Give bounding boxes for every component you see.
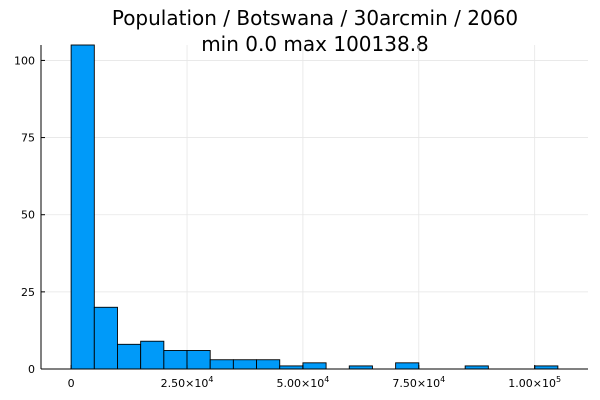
- histogram-bar: [93, 306, 118, 370]
- histogram-bar: [232, 359, 258, 370]
- x-tick-label: 0: [68, 377, 75, 390]
- y-tick-label: 25: [21, 286, 35, 299]
- chart-title: Population / Botswana / 30arcmin / 2060: [112, 6, 518, 30]
- x-tick-label: 5.00×104: [277, 375, 330, 390]
- histogram-bar: [163, 350, 188, 370]
- y-tick-label: 50: [21, 209, 35, 222]
- chart-subtitle: min 0.0 max 100138.8: [201, 32, 429, 56]
- histogram-bar: [209, 359, 234, 370]
- histogram-bar: [395, 362, 420, 370]
- x-tick-label: 7.50×104: [392, 375, 445, 390]
- grid-lines: [41, 45, 588, 370]
- y-tick-label: 75: [21, 132, 35, 145]
- tick-labels: 0 25 50 75 100 0 2.50×104 5.00×104 7.50×104 1.00×…: [14, 54, 561, 390]
- histogram-bars: [70, 44, 559, 370]
- histogram-bar: [256, 359, 281, 370]
- histogram-bar: [70, 44, 95, 370]
- axes: [40, 45, 588, 370]
- histogram-bar: [302, 362, 327, 370]
- x-tick-label: 2.50×104: [161, 375, 214, 390]
- x-tick-label: 1.00×105: [508, 375, 561, 390]
- y-tick-label: 0: [28, 363, 35, 376]
- y-tick-label: 100: [14, 54, 35, 67]
- histogram-bar: [140, 340, 165, 370]
- histogram-bar: [186, 350, 211, 370]
- histogram-bar: [117, 343, 142, 370]
